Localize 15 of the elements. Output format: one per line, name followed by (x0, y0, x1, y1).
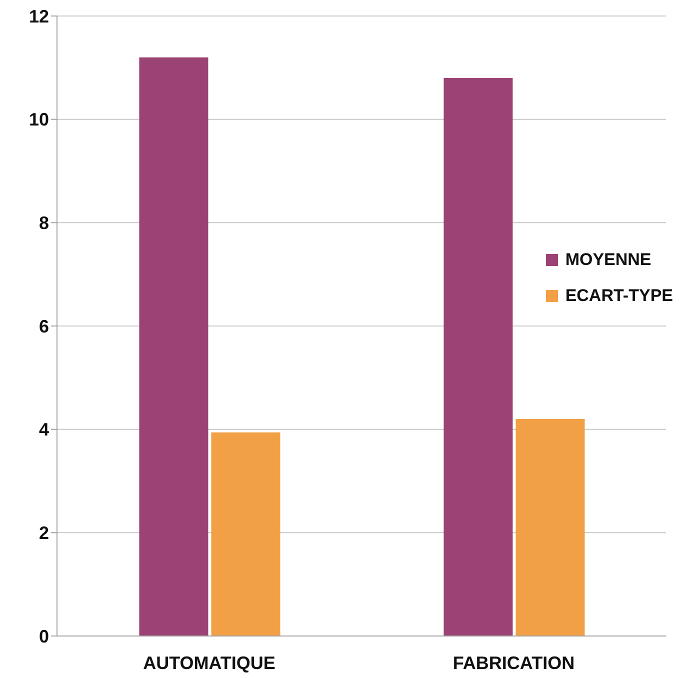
bar (211, 432, 280, 636)
x-tick-label: AUTOMATIQUE (143, 652, 276, 673)
y-tick-label: 4 (38, 420, 49, 440)
y-tick-label: 10 (28, 110, 49, 130)
y-tick-label: 0 (38, 626, 49, 646)
y-tick-label: 12 (28, 6, 49, 26)
y-tick-label: 2 (38, 523, 49, 544)
y-tick-label: 8 (38, 213, 49, 234)
y-tick-label: 6 (38, 316, 49, 336)
bar (516, 419, 585, 636)
bar (444, 78, 513, 636)
legend-label: MOYENNE (565, 250, 652, 270)
legend-label: ECART-TYPE (565, 286, 673, 306)
x-tick-label: FABRICATION (452, 652, 575, 673)
bar (139, 57, 208, 636)
